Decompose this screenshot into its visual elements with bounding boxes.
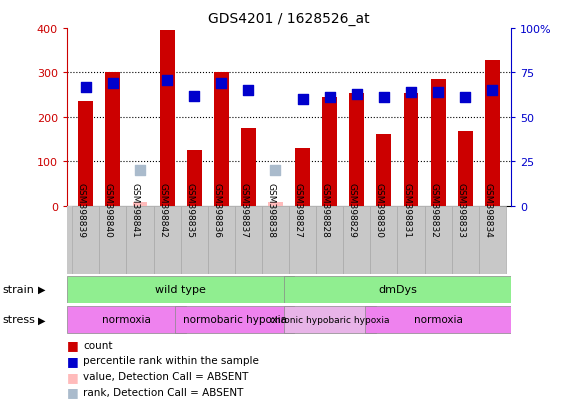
Bar xyxy=(284,276,511,303)
Text: GSM398827: GSM398827 xyxy=(293,183,303,237)
Bar xyxy=(187,151,202,206)
Point xyxy=(352,91,361,98)
Bar xyxy=(72,206,99,275)
Text: GSM398828: GSM398828 xyxy=(321,183,329,237)
Point xyxy=(189,93,199,100)
Text: GSM398838: GSM398838 xyxy=(267,183,275,237)
Text: GSM398834: GSM398834 xyxy=(483,183,492,237)
Point xyxy=(163,77,172,84)
Bar xyxy=(268,203,283,206)
Text: GSM398842: GSM398842 xyxy=(158,183,167,237)
Point xyxy=(217,81,226,87)
Text: normobaric hypoxia: normobaric hypoxia xyxy=(183,315,287,325)
Point xyxy=(379,95,389,102)
Text: GSM398840: GSM398840 xyxy=(104,183,113,237)
Bar xyxy=(235,206,262,275)
Bar xyxy=(370,206,397,275)
Bar xyxy=(208,206,235,275)
Bar xyxy=(458,132,473,206)
Text: ▶: ▶ xyxy=(38,285,45,294)
Text: GSM398835: GSM398835 xyxy=(185,183,194,237)
Text: GSM398839: GSM398839 xyxy=(77,183,86,237)
Text: normoxia: normoxia xyxy=(414,315,462,325)
Point xyxy=(433,90,443,96)
Bar xyxy=(67,306,186,333)
Bar xyxy=(67,276,295,303)
Text: GDS4201 / 1628526_at: GDS4201 / 1628526_at xyxy=(208,12,370,26)
Text: GSM398830: GSM398830 xyxy=(375,183,384,237)
Bar xyxy=(485,61,500,206)
Bar xyxy=(153,206,181,275)
Text: normoxia: normoxia xyxy=(102,315,151,325)
Point xyxy=(298,97,307,103)
Bar xyxy=(349,93,364,206)
Text: percentile rank within the sample: percentile rank within the sample xyxy=(83,356,259,366)
Text: ■: ■ xyxy=(67,354,78,367)
Text: GSM398841: GSM398841 xyxy=(131,183,140,237)
Text: GSM398833: GSM398833 xyxy=(456,183,465,237)
Bar xyxy=(322,98,337,206)
Text: dmDys: dmDys xyxy=(378,285,417,294)
Bar xyxy=(105,73,120,206)
Point xyxy=(244,88,253,94)
Bar xyxy=(479,206,506,275)
Point xyxy=(135,168,145,174)
Text: ■: ■ xyxy=(67,370,78,383)
Text: chronic hypobaric hypoxia: chronic hypobaric hypoxia xyxy=(270,315,389,324)
Bar xyxy=(175,306,295,333)
Text: GSM398836: GSM398836 xyxy=(212,183,221,237)
Bar xyxy=(376,135,392,206)
Bar xyxy=(262,206,289,275)
Bar xyxy=(431,80,446,206)
Bar xyxy=(78,102,93,206)
Bar xyxy=(404,93,418,206)
Bar xyxy=(451,206,479,275)
Point xyxy=(271,168,280,174)
Bar xyxy=(343,206,370,275)
Text: GSM398831: GSM398831 xyxy=(402,183,411,237)
Text: value, Detection Call = ABSENT: value, Detection Call = ABSENT xyxy=(83,371,249,381)
Bar xyxy=(316,206,343,275)
Text: GSM398832: GSM398832 xyxy=(429,183,438,237)
Bar xyxy=(160,31,174,206)
Bar xyxy=(241,129,256,206)
Text: GSM398837: GSM398837 xyxy=(239,183,249,237)
Bar xyxy=(284,306,376,333)
Point xyxy=(461,95,470,102)
Bar xyxy=(365,306,511,333)
Text: stress: stress xyxy=(3,315,36,325)
Point xyxy=(108,81,117,87)
Text: strain: strain xyxy=(3,285,35,294)
Text: ■: ■ xyxy=(67,338,78,351)
Bar xyxy=(295,149,310,206)
Point xyxy=(325,95,334,102)
Text: ■: ■ xyxy=(67,385,78,399)
Bar xyxy=(181,206,208,275)
Point xyxy=(81,84,91,91)
Point xyxy=(406,90,415,96)
Bar xyxy=(397,206,425,275)
Bar xyxy=(214,73,229,206)
Bar xyxy=(132,203,148,206)
Text: count: count xyxy=(83,340,113,350)
Text: ▶: ▶ xyxy=(38,315,45,325)
Bar xyxy=(99,206,127,275)
Bar xyxy=(289,206,316,275)
Bar xyxy=(425,206,451,275)
Bar xyxy=(127,206,153,275)
Text: wild type: wild type xyxy=(155,285,206,294)
Text: rank, Detection Call = ABSENT: rank, Detection Call = ABSENT xyxy=(83,387,243,397)
Point xyxy=(487,88,497,94)
Text: GSM398829: GSM398829 xyxy=(348,183,357,237)
